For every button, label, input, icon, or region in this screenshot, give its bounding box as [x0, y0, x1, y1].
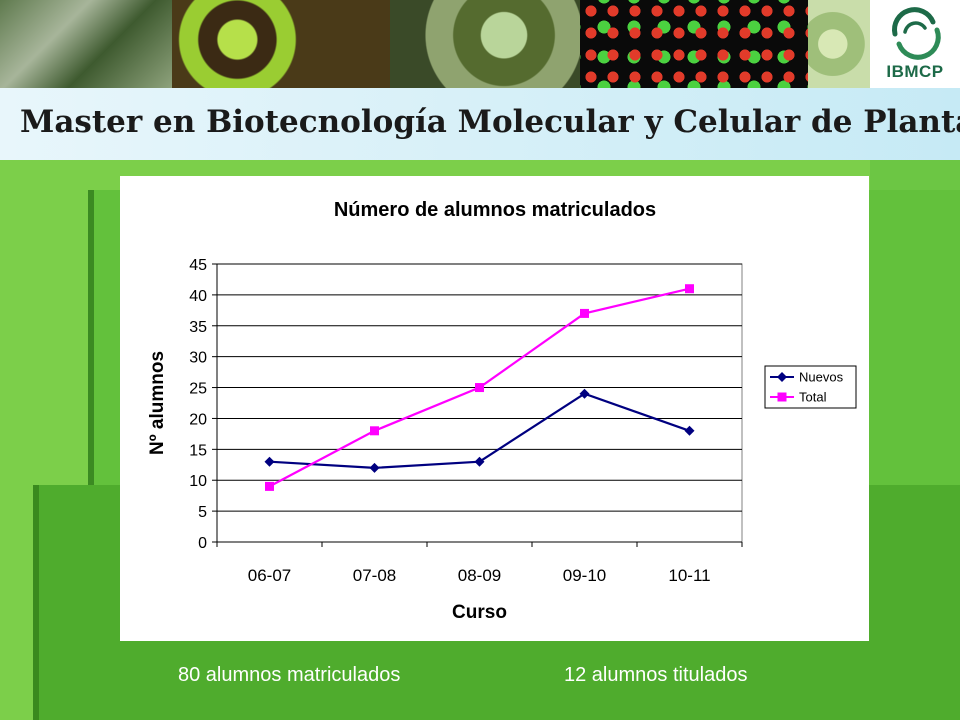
y-tick-label: 30 — [189, 350, 207, 367]
y-tick-label: 15 — [189, 442, 207, 459]
plant-cells-photo — [172, 0, 390, 88]
data-point-nuevos — [264, 456, 275, 467]
y-tick-label: 0 — [198, 535, 207, 552]
plot-area — [216, 263, 743, 543]
logo-text: IBMCP — [886, 62, 944, 81]
greenhouse-photo — [0, 0, 172, 88]
y-tick-label: 40 — [189, 288, 207, 305]
page-title: Master en Biotecnología Molecular y Celu… — [20, 104, 960, 140]
data-point-nuevos — [474, 456, 485, 467]
line-chart: Número de alumnos matriculados 0 5 10 15 20 25… — [147, 199, 857, 623]
data-point-total — [580, 308, 589, 318]
chart-title: Número de alumnos matriculados — [334, 199, 656, 221]
y-axis-label: Nº alumnos — [147, 351, 168, 455]
cell-culture-photo — [808, 0, 870, 88]
chart-area: Número de alumnos matriculados 0 5 10 15 20 25… — [120, 176, 869, 641]
legend-label-nuevos: Nuevos — [799, 370, 844, 385]
legend-marker-total — [777, 392, 787, 402]
enrolled-caption: 80 alumnos matriculados — [178, 664, 401, 686]
logo-emblem-icon — [892, 7, 941, 60]
data-point-total — [265, 481, 274, 491]
data-point-total — [685, 284, 694, 294]
data-point-total — [370, 426, 379, 436]
title-bar: Master en Biotecnología Molecular y Celu… — [0, 88, 960, 160]
decorative-edge — [88, 190, 94, 485]
y-tick-label: 25 — [189, 381, 207, 398]
y-tick-label: 35 — [189, 319, 207, 336]
data-point-total — [475, 383, 484, 393]
data-point-nuevos — [369, 462, 380, 473]
decorative-edge — [33, 485, 39, 720]
graduated-caption: 12 alumnos titulados — [564, 664, 748, 686]
plant-leaf-photo — [390, 0, 580, 88]
y-tick-label: 5 — [198, 504, 207, 521]
legend-marker-nuevos — [777, 372, 787, 382]
y-tick-label: 45 — [189, 257, 207, 274]
x-axis-label: Curso — [452, 602, 507, 623]
microarray-photo — [580, 0, 808, 88]
y-tick-label: 20 — [189, 411, 207, 428]
header-banner: IBMCP Master en Biotecnología Molecular … — [0, 0, 960, 160]
x-tick-label: 10-11 — [668, 566, 710, 585]
x-tick-label: 08-09 — [458, 566, 501, 585]
x-tick-label: 07-08 — [353, 566, 396, 585]
data-point-nuevos — [579, 388, 590, 399]
legend-label-total: Total — [799, 390, 827, 405]
data-point-nuevos — [684, 425, 695, 436]
x-tick-label: 06-07 — [248, 566, 291, 585]
x-tick-label: 09-10 — [563, 566, 606, 585]
y-tick-label: 10 — [189, 473, 207, 490]
ibmcp-logo: IBMCP — [870, 0, 960, 88]
